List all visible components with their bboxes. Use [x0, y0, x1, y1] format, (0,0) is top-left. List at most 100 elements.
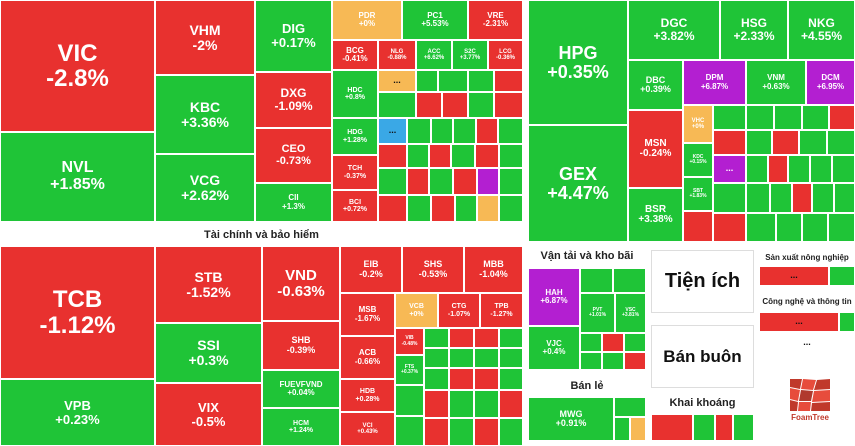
tile-small[interactable] [499, 195, 523, 222]
tile-small[interactable] [431, 195, 455, 222]
tile-small[interactable] [449, 368, 474, 390]
tile-vib[interactable]: VIB -0.48% [395, 328, 424, 355]
tile-fuevfvnd[interactable]: FUEVFVND +0.04% [262, 370, 340, 408]
tile-hah[interactable]: HAH +6.87% [528, 268, 580, 326]
tile-small[interactable] [812, 183, 834, 213]
tile-acb[interactable]: ACB -0.66% [340, 336, 395, 379]
tile-small[interactable] [474, 328, 499, 348]
tile-small[interactable] [476, 118, 498, 144]
tile-small[interactable] [713, 213, 746, 242]
tile-tch[interactable]: TCH -0.37% [332, 155, 378, 190]
tile-small[interactable] [449, 328, 474, 348]
tile-vnm[interactable]: VNM +0.63% [746, 60, 806, 105]
tile-small[interactable] [770, 183, 792, 213]
tile-vci[interactable]: VCI +0.43% [340, 412, 395, 446]
tile-small[interactable] [499, 348, 523, 368]
tile-bsr[interactable]: BSR +3.38% [628, 188, 683, 242]
tile-acc[interactable]: ACC +6.62% [416, 40, 452, 70]
tile-vhm[interactable]: VHM -2% [155, 0, 255, 75]
tile-hdb[interactable]: HDB +0.28% [340, 379, 395, 412]
tile-small[interactable] [451, 144, 475, 168]
tile-small[interactable] [438, 70, 468, 92]
tile-small[interactable] [498, 118, 523, 144]
panel-more[interactable]: ... [759, 334, 855, 350]
tile-small[interactable] [802, 213, 828, 242]
tile-small[interactable] [378, 144, 407, 168]
tile-small[interactable] [580, 333, 602, 352]
tile-ssi[interactable]: SSI +0.3% [155, 323, 262, 383]
tile-dig[interactable]: DIG +0.17% [255, 0, 332, 72]
tile-small[interactable] [792, 183, 812, 213]
tile-small[interactable] [746, 183, 770, 213]
tile-small[interactable] [580, 352, 602, 370]
tile-small[interactable] [768, 155, 788, 183]
tile-small[interactable] [424, 328, 449, 348]
tile-msb[interactable]: MSB -1.67% [340, 293, 395, 336]
tile-small[interactable] [839, 312, 855, 332]
tile-small[interactable] [713, 105, 746, 130]
tile-small[interactable] [477, 168, 499, 195]
tile-small[interactable] [499, 144, 523, 168]
tile-small[interactable] [424, 348, 449, 368]
tile-small[interactable] [407, 195, 431, 222]
tile-small[interactable] [449, 418, 474, 446]
tile-stb[interactable]: STB -1.52% [155, 246, 262, 323]
tile-small[interactable] [746, 130, 772, 155]
tile-small[interactable] [613, 268, 646, 293]
tile-small[interactable] [416, 92, 442, 118]
tile-dbc[interactable]: DBC +0.39% [628, 60, 683, 110]
tile-small[interactable] [683, 211, 713, 242]
tile-gex[interactable]: GEX +4.47% [528, 125, 628, 242]
tile-small[interactable] [378, 168, 407, 195]
tile-small[interactable] [416, 70, 438, 92]
tile-small[interactable] [602, 352, 624, 370]
tile-small[interactable] [614, 397, 646, 417]
tile-small[interactable] [429, 144, 451, 168]
tile-small[interactable] [774, 105, 802, 130]
tile-small[interactable] [713, 130, 746, 155]
tile-hdc[interactable]: HDC +0.8% [332, 70, 378, 118]
tile-tcb[interactable]: TCB -1.12% [0, 246, 155, 379]
tile-cii[interactable]: CII +1.3% [255, 183, 332, 222]
tile-lcg[interactable]: LCG -0.36% [488, 40, 523, 70]
tile-small[interactable] [449, 390, 474, 418]
tile-small[interactable] [468, 92, 494, 118]
tile-nlg[interactable]: NLG -0.88% [378, 40, 416, 70]
tile-dgc[interactable]: DGC +3.82% [628, 0, 720, 60]
tile-small[interactable] [474, 418, 499, 446]
tile-small[interactable] [424, 368, 449, 390]
tile-small[interactable] [477, 195, 499, 222]
tile-small[interactable] [693, 414, 715, 441]
tile-eib[interactable]: EIB -0.2% [340, 246, 402, 293]
tile-misc-2[interactable]: ... [378, 118, 407, 144]
tile-nkg[interactable]: NKG +4.55% [788, 0, 855, 60]
tile-s2c[interactable]: S2C +3.77% [452, 40, 488, 70]
tile-small[interactable] [746, 213, 776, 242]
tile-small[interactable] [624, 352, 646, 370]
tile-shs[interactable]: SHS -0.53% [402, 246, 464, 293]
tile-small[interactable] [395, 385, 424, 416]
tile-dpm[interactable]: DPM +6.87% [683, 60, 746, 105]
tile-kbc[interactable]: KBC +3.36% [155, 75, 255, 154]
tile-small[interactable] [378, 92, 416, 118]
tile-small[interactable] [832, 155, 855, 183]
tile-small[interactable] [834, 183, 855, 213]
tile-vcg[interactable]: VCG +2.62% [155, 154, 255, 222]
tile-mbb[interactable]: MBB -1.04% [464, 246, 523, 293]
tile-small[interactable] [455, 195, 477, 222]
tile-small[interactable] [378, 195, 407, 222]
tile-small[interactable] [733, 414, 754, 441]
tile-hsg[interactable]: HSG +2.33% [720, 0, 788, 60]
tile-vjc[interactable]: VJC +0.4% [528, 326, 580, 370]
tile-mwg[interactable]: MWG +0.91% [528, 397, 614, 441]
tile-vnd[interactable]: VND -0.63% [262, 246, 340, 321]
tile-vic[interactable]: VIC -2.8% [0, 0, 155, 132]
tile-small[interactable] [614, 417, 630, 441]
tile-small[interactable] [474, 390, 499, 418]
tile-small[interactable] [499, 168, 523, 195]
tile-agri-1[interactable]: ... [759, 266, 829, 286]
tile-small[interactable] [746, 105, 774, 130]
tile-vix[interactable]: VIX -0.5% [155, 383, 262, 446]
tile-fts[interactable]: FTS +0.37% [395, 355, 424, 385]
tile-vcb[interactable]: VCB +0% [395, 293, 438, 328]
